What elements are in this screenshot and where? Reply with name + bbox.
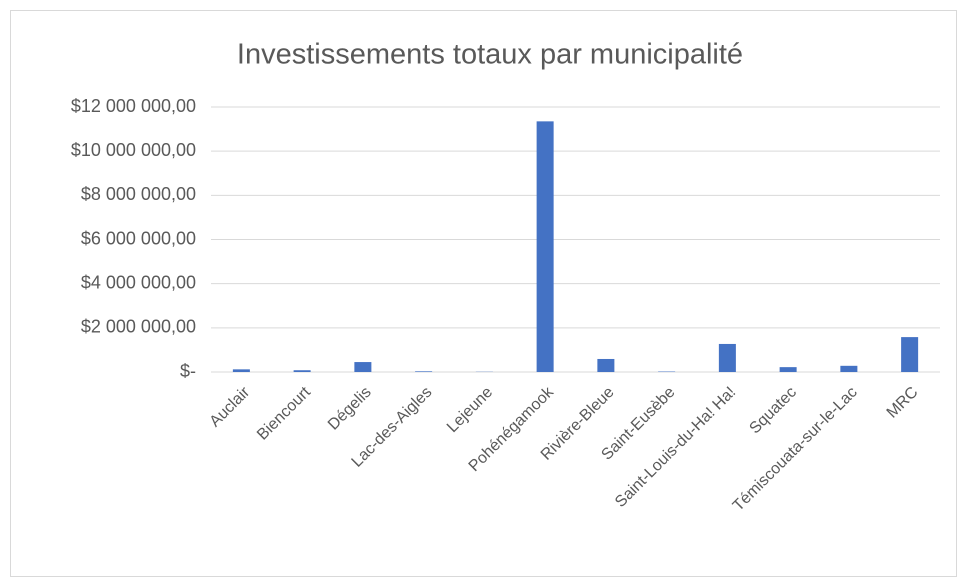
y-tick-label: $12 000 000,00 (71, 96, 196, 116)
y-tick-label: $4 000 000,00 (81, 272, 196, 292)
y-tick-label: $6 000 000,00 (81, 228, 196, 248)
y-tick-label: $2 000 000,00 (81, 317, 196, 337)
bar (718, 343, 736, 372)
bar (354, 362, 372, 372)
chart-title: Investissements totaux par municipalité (237, 39, 743, 71)
y-tick-label: $8 000 000,00 (81, 184, 196, 204)
bar (597, 358, 615, 372)
bar (293, 370, 311, 372)
bar (415, 371, 433, 372)
bar (536, 121, 554, 373)
bar (901, 337, 919, 372)
bar (779, 367, 797, 372)
y-tick-label: $10 000 000,00 (71, 140, 196, 160)
chart-frame (10, 10, 957, 577)
bar (840, 365, 858, 372)
y-tick-label: $- (180, 361, 196, 381)
bar (232, 369, 250, 372)
